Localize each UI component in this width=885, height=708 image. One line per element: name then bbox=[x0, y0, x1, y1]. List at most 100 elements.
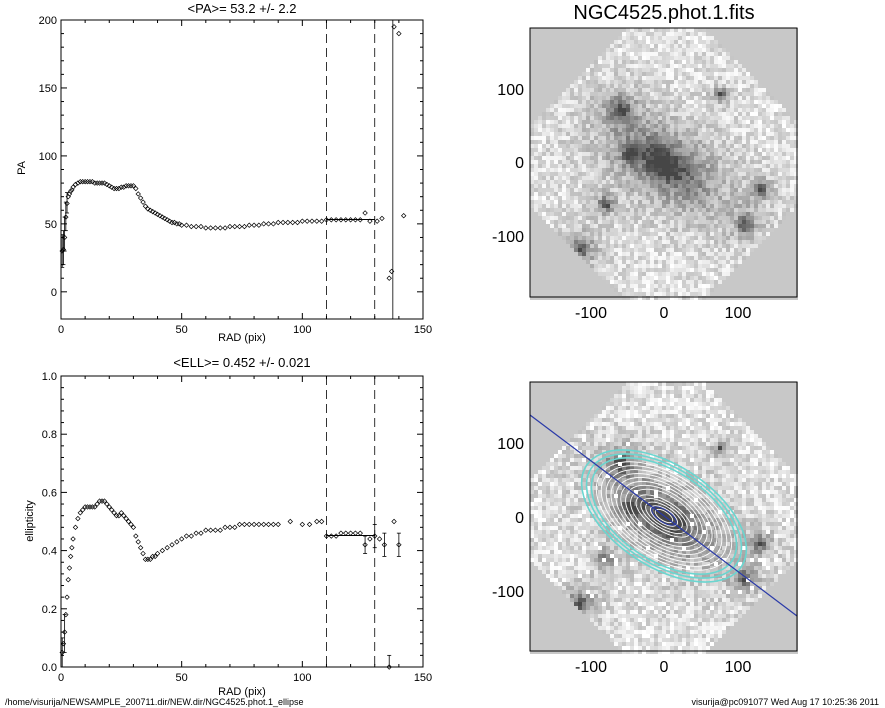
image-pixel bbox=[694, 204, 698, 208]
image-pixel bbox=[766, 232, 770, 236]
image-pixel bbox=[574, 288, 578, 292]
image-pixel bbox=[750, 252, 754, 256]
image-pixel bbox=[582, 196, 586, 200]
image-pixel bbox=[746, 184, 750, 188]
image-pixel bbox=[710, 284, 714, 288]
image-pixel bbox=[626, 96, 630, 100]
image-pixel bbox=[710, 56, 714, 60]
image-pixel bbox=[546, 292, 550, 296]
image-pixel bbox=[750, 256, 754, 260]
image-pixel bbox=[546, 80, 550, 84]
image-pixel bbox=[546, 68, 550, 72]
image-pixel bbox=[670, 256, 674, 260]
image-pixel bbox=[546, 220, 550, 224]
image-pixel bbox=[662, 60, 666, 64]
image-pixel bbox=[754, 296, 758, 300]
image-pixel bbox=[786, 124, 790, 128]
image-pixel bbox=[590, 72, 594, 76]
image-pixel bbox=[674, 68, 678, 72]
image-pixel bbox=[654, 296, 658, 300]
image-pixel bbox=[650, 232, 654, 236]
image-pixel bbox=[646, 208, 650, 212]
image-pixel bbox=[594, 176, 598, 180]
image-pixel bbox=[742, 284, 746, 288]
ell-chart-xlabel: RAD (pix) bbox=[218, 686, 266, 698]
image-pixel bbox=[754, 288, 758, 292]
image-pixel bbox=[658, 144, 662, 148]
image-pixel bbox=[566, 292, 570, 296]
image-pixel bbox=[774, 296, 778, 300]
image-pixel bbox=[678, 48, 682, 52]
image-pixel bbox=[626, 124, 630, 128]
image-pixel bbox=[698, 36, 702, 40]
image-pixel bbox=[790, 44, 794, 48]
image-pixel bbox=[654, 164, 658, 168]
image-pixel bbox=[750, 164, 754, 168]
image-pixel bbox=[674, 272, 678, 276]
image-pixel bbox=[562, 200, 566, 204]
image-pixel bbox=[610, 128, 614, 132]
image-pixel bbox=[610, 168, 614, 172]
image-pixel bbox=[690, 96, 694, 100]
pa-data-point bbox=[63, 214, 69, 220]
image-pixel bbox=[562, 124, 566, 128]
image-pixel bbox=[666, 76, 670, 80]
image-pixel bbox=[658, 260, 662, 264]
image-pixel bbox=[562, 52, 566, 56]
ell-data-point bbox=[66, 565, 73, 571]
image-pixel bbox=[758, 44, 762, 48]
image-pixel bbox=[634, 76, 638, 80]
image-pixel bbox=[594, 128, 598, 132]
image-pixel bbox=[730, 88, 734, 92]
image-pixel bbox=[706, 132, 710, 136]
image-pixel bbox=[694, 112, 698, 116]
image-pixel bbox=[686, 76, 690, 80]
image-pixel bbox=[714, 192, 718, 196]
image-pixel bbox=[598, 136, 602, 140]
image-pixel bbox=[602, 136, 606, 140]
image-pixel bbox=[530, 196, 534, 200]
image-pixel bbox=[606, 232, 610, 236]
image-pixel bbox=[774, 44, 778, 48]
image-pixel bbox=[570, 116, 574, 120]
ell-data-point bbox=[104, 501, 110, 507]
image-pixel bbox=[682, 148, 686, 152]
ell-data-point bbox=[116, 512, 122, 519]
image-pixel bbox=[642, 236, 646, 240]
image-pixel bbox=[550, 268, 554, 272]
image-pixel bbox=[702, 196, 706, 200]
image-pixel bbox=[726, 188, 730, 192]
image-pixel bbox=[622, 224, 626, 228]
image-pixel bbox=[646, 96, 650, 100]
image-pixel bbox=[538, 188, 542, 192]
image-pixel bbox=[686, 36, 690, 40]
image-pixel bbox=[674, 184, 678, 188]
image-pixel bbox=[674, 64, 678, 68]
image-pixel bbox=[694, 128, 698, 132]
image-pixel bbox=[558, 76, 562, 80]
ell-data-point bbox=[77, 510, 84, 516]
image-pixel bbox=[646, 168, 650, 172]
image-pixel bbox=[686, 136, 690, 140]
image-pixel bbox=[566, 188, 570, 192]
image-pixel bbox=[542, 144, 546, 148]
image-pixel bbox=[702, 164, 706, 168]
image-pixel bbox=[662, 208, 666, 212]
image-pixel bbox=[794, 236, 798, 240]
image-pixel bbox=[554, 72, 558, 76]
image-pixel bbox=[670, 60, 674, 64]
image-pixel bbox=[586, 188, 590, 192]
image-pixel bbox=[722, 200, 726, 204]
pa-data-point bbox=[304, 218, 310, 224]
image-pixel bbox=[762, 228, 766, 232]
image-pixel bbox=[546, 184, 550, 188]
image-pixel bbox=[738, 160, 742, 164]
image-pixel bbox=[762, 280, 766, 284]
image-pixel bbox=[678, 68, 682, 72]
image-pixel bbox=[726, 36, 730, 40]
image-pixel bbox=[550, 164, 554, 168]
image-pixel bbox=[598, 84, 602, 88]
image-pixel bbox=[542, 184, 546, 188]
image-pixel bbox=[646, 176, 650, 180]
image-pixel bbox=[718, 172, 722, 176]
